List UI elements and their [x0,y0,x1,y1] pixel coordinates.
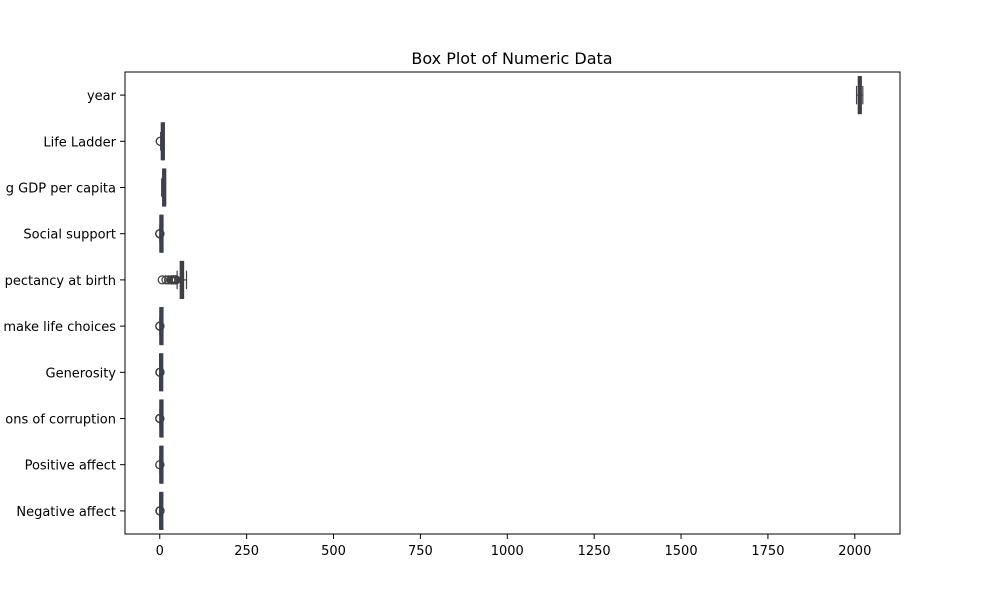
y-tick-label: g GDP per capita [6,182,116,197]
box-item [155,307,165,346]
flier-point [155,321,165,331]
y-tick-label: Social support [23,228,116,243]
y-axis: year Life Ladder g GDP per capita Social su… [3,89,125,520]
x-tick-label: 1000 [491,544,524,559]
box-item [157,260,188,299]
flier-point [157,275,167,285]
y-tick-label: make life choices [3,320,116,335]
box-item [855,76,864,115]
box-item [161,168,167,207]
flier-point [155,367,165,377]
x-tick-label: 1500 [665,544,698,559]
flier-point [155,136,165,146]
plot-area-frame [124,71,901,535]
flier-point [155,506,165,516]
y-tick-label: Life Ladder [43,135,116,150]
box-item [155,491,165,530]
flier-point [155,460,165,470]
x-tick-label: 2000 [838,544,871,559]
x-tick-label: 250 [234,544,259,559]
y-tick-label: pectancy at birth [5,274,116,289]
x-tick-label: 1750 [751,544,784,559]
y-tick-label: Positive affect [25,459,116,474]
box-item [155,122,165,161]
y-tick-label: Generosity [46,366,117,381]
flier-point [171,275,181,285]
flier-point [155,413,165,424]
y-tick-label: ons of corruption [5,413,116,428]
box-item [155,353,165,392]
x-axis: 0 250 500 750 1000 1250 1500 1750 2000 [156,534,871,559]
y-tick-label: Negative affect [16,505,116,520]
box-item [155,445,165,484]
box-item [155,214,165,253]
x-tick-label: 0 [156,544,164,559]
x-tick-label: 500 [321,544,346,559]
x-tick-label: 750 [408,544,433,559]
y-tick-label: year [87,89,117,104]
flier-point [155,229,165,239]
chart-title: Box Plot of Numeric Data [411,49,612,68]
box-item [155,399,165,438]
boxes-layer [155,76,864,530]
x-tick-label: 1250 [578,544,611,559]
